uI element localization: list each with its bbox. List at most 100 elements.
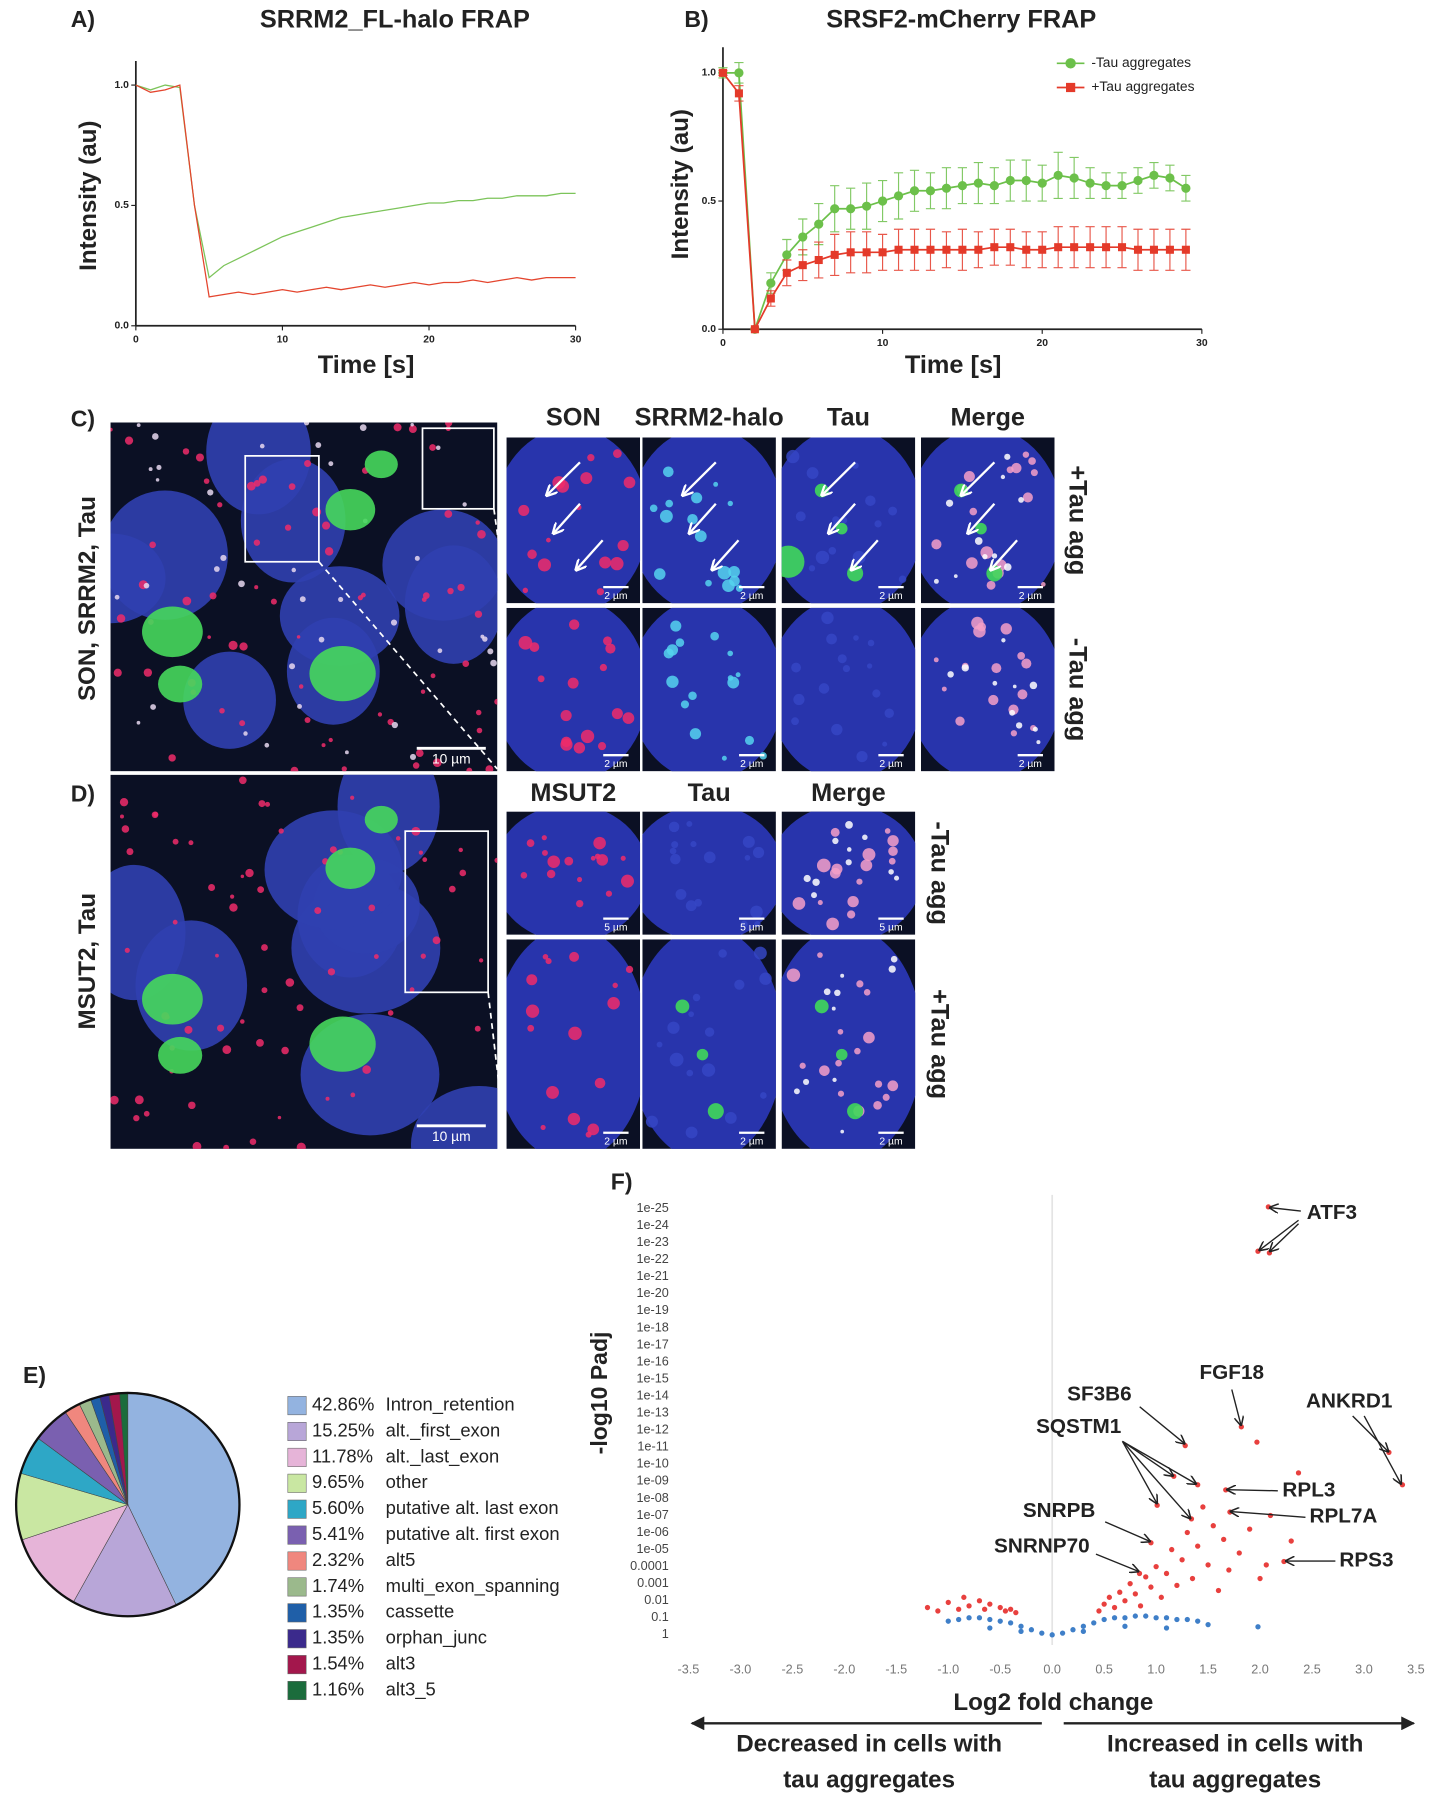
micrograph [642,939,776,1149]
speckle [476,727,483,734]
speckle [620,874,634,888]
aggregate [781,545,805,578]
nucleus [781,607,916,772]
point [1039,1630,1045,1636]
speckle [666,644,679,656]
speckle [328,737,333,743]
speckle [795,511,806,522]
aggregate [847,1103,864,1120]
point [910,245,919,254]
aggregate [675,999,690,1014]
point [1257,1575,1263,1582]
speckle [215,953,219,958]
speckle [240,1019,245,1024]
speckle [961,664,969,672]
nucleus [110,490,228,620]
speckle [668,821,680,833]
annotation: FGF18 [1200,1361,1264,1384]
speckle [823,988,831,996]
speckle [360,592,366,598]
aggregate [847,565,864,582]
speckle [828,547,837,555]
y-tick-label: 0.1 [651,1610,669,1624]
speckle [842,664,851,673]
speckle [667,1021,680,1034]
y-tick-label: 1e-21 [636,1269,668,1283]
speckle [1000,623,1012,635]
series-line [722,71,1187,330]
point [1102,243,1111,252]
annotation-arrow [1139,1406,1185,1444]
point [976,1615,983,1621]
speckle [829,867,841,879]
x-tick-label: 1.0 [1147,1663,1165,1677]
column-header: SON [546,404,601,432]
speckle [1012,684,1017,689]
legend-value: 1.16% [312,1678,364,1699]
speckle [387,1010,394,1016]
speckle [188,1101,196,1110]
speckle [986,580,996,590]
pointer-arrow [682,461,717,495]
speckle [1017,689,1028,700]
speckle [150,704,157,710]
annotation-arrow [1121,1440,1190,1518]
speckle [457,583,465,592]
point [1195,1543,1201,1549]
speckle [786,968,801,982]
speckle [722,579,735,593]
point [1205,1621,1211,1628]
point [987,1616,993,1623]
speckle [458,847,463,853]
aggregate [142,973,203,1025]
scale-label: 10 µm [432,1128,471,1144]
speckle [474,610,483,618]
speckle [529,642,540,652]
panel-label: E) [23,1362,46,1388]
side-label: SON, SRRM2, Tau [74,496,101,701]
x-tick-label: 30 [570,334,582,345]
pointer-arrow [828,502,856,534]
y-tick-label: 0.0 [115,321,130,332]
micrograph [642,811,776,935]
y-tick-label: 1e-16 [636,1354,668,1368]
point [1111,1604,1118,1611]
speckle [444,510,453,518]
point [1117,181,1127,191]
speckle [694,898,703,907]
point [1158,1594,1164,1600]
legend-swatch [287,1655,307,1675]
speckle [691,492,703,504]
direction-label: Decreased in cells with [736,1731,1002,1758]
speckle [971,616,984,630]
speckle [299,596,306,603]
annotation: SNRNP70 [994,1535,1090,1558]
speckle [350,1092,356,1098]
speckle [246,481,256,491]
speckle [590,855,596,861]
speckle [832,837,839,845]
speckle [617,539,629,552]
point [846,204,856,214]
speckle [537,558,552,572]
speckle [278,828,284,834]
speckle [612,982,618,989]
speckle [727,500,733,507]
micrograph [781,939,916,1149]
speckle [520,872,528,879]
speckle [974,537,983,545]
speckle [988,694,999,706]
speckle [240,874,245,879]
speckle [710,631,719,641]
speckle [415,749,424,757]
legend-label: cassette [386,1601,455,1622]
scale-label: 2 µm [604,1137,627,1148]
annotation-arrow [1227,1490,1278,1491]
x-tick-label: 3.5 [1407,1663,1425,1677]
speckle [297,703,302,709]
legend-marker [1065,58,1076,69]
speckle [1021,658,1032,669]
point [1101,1601,1107,1607]
speckle [261,987,268,994]
point [958,245,967,254]
